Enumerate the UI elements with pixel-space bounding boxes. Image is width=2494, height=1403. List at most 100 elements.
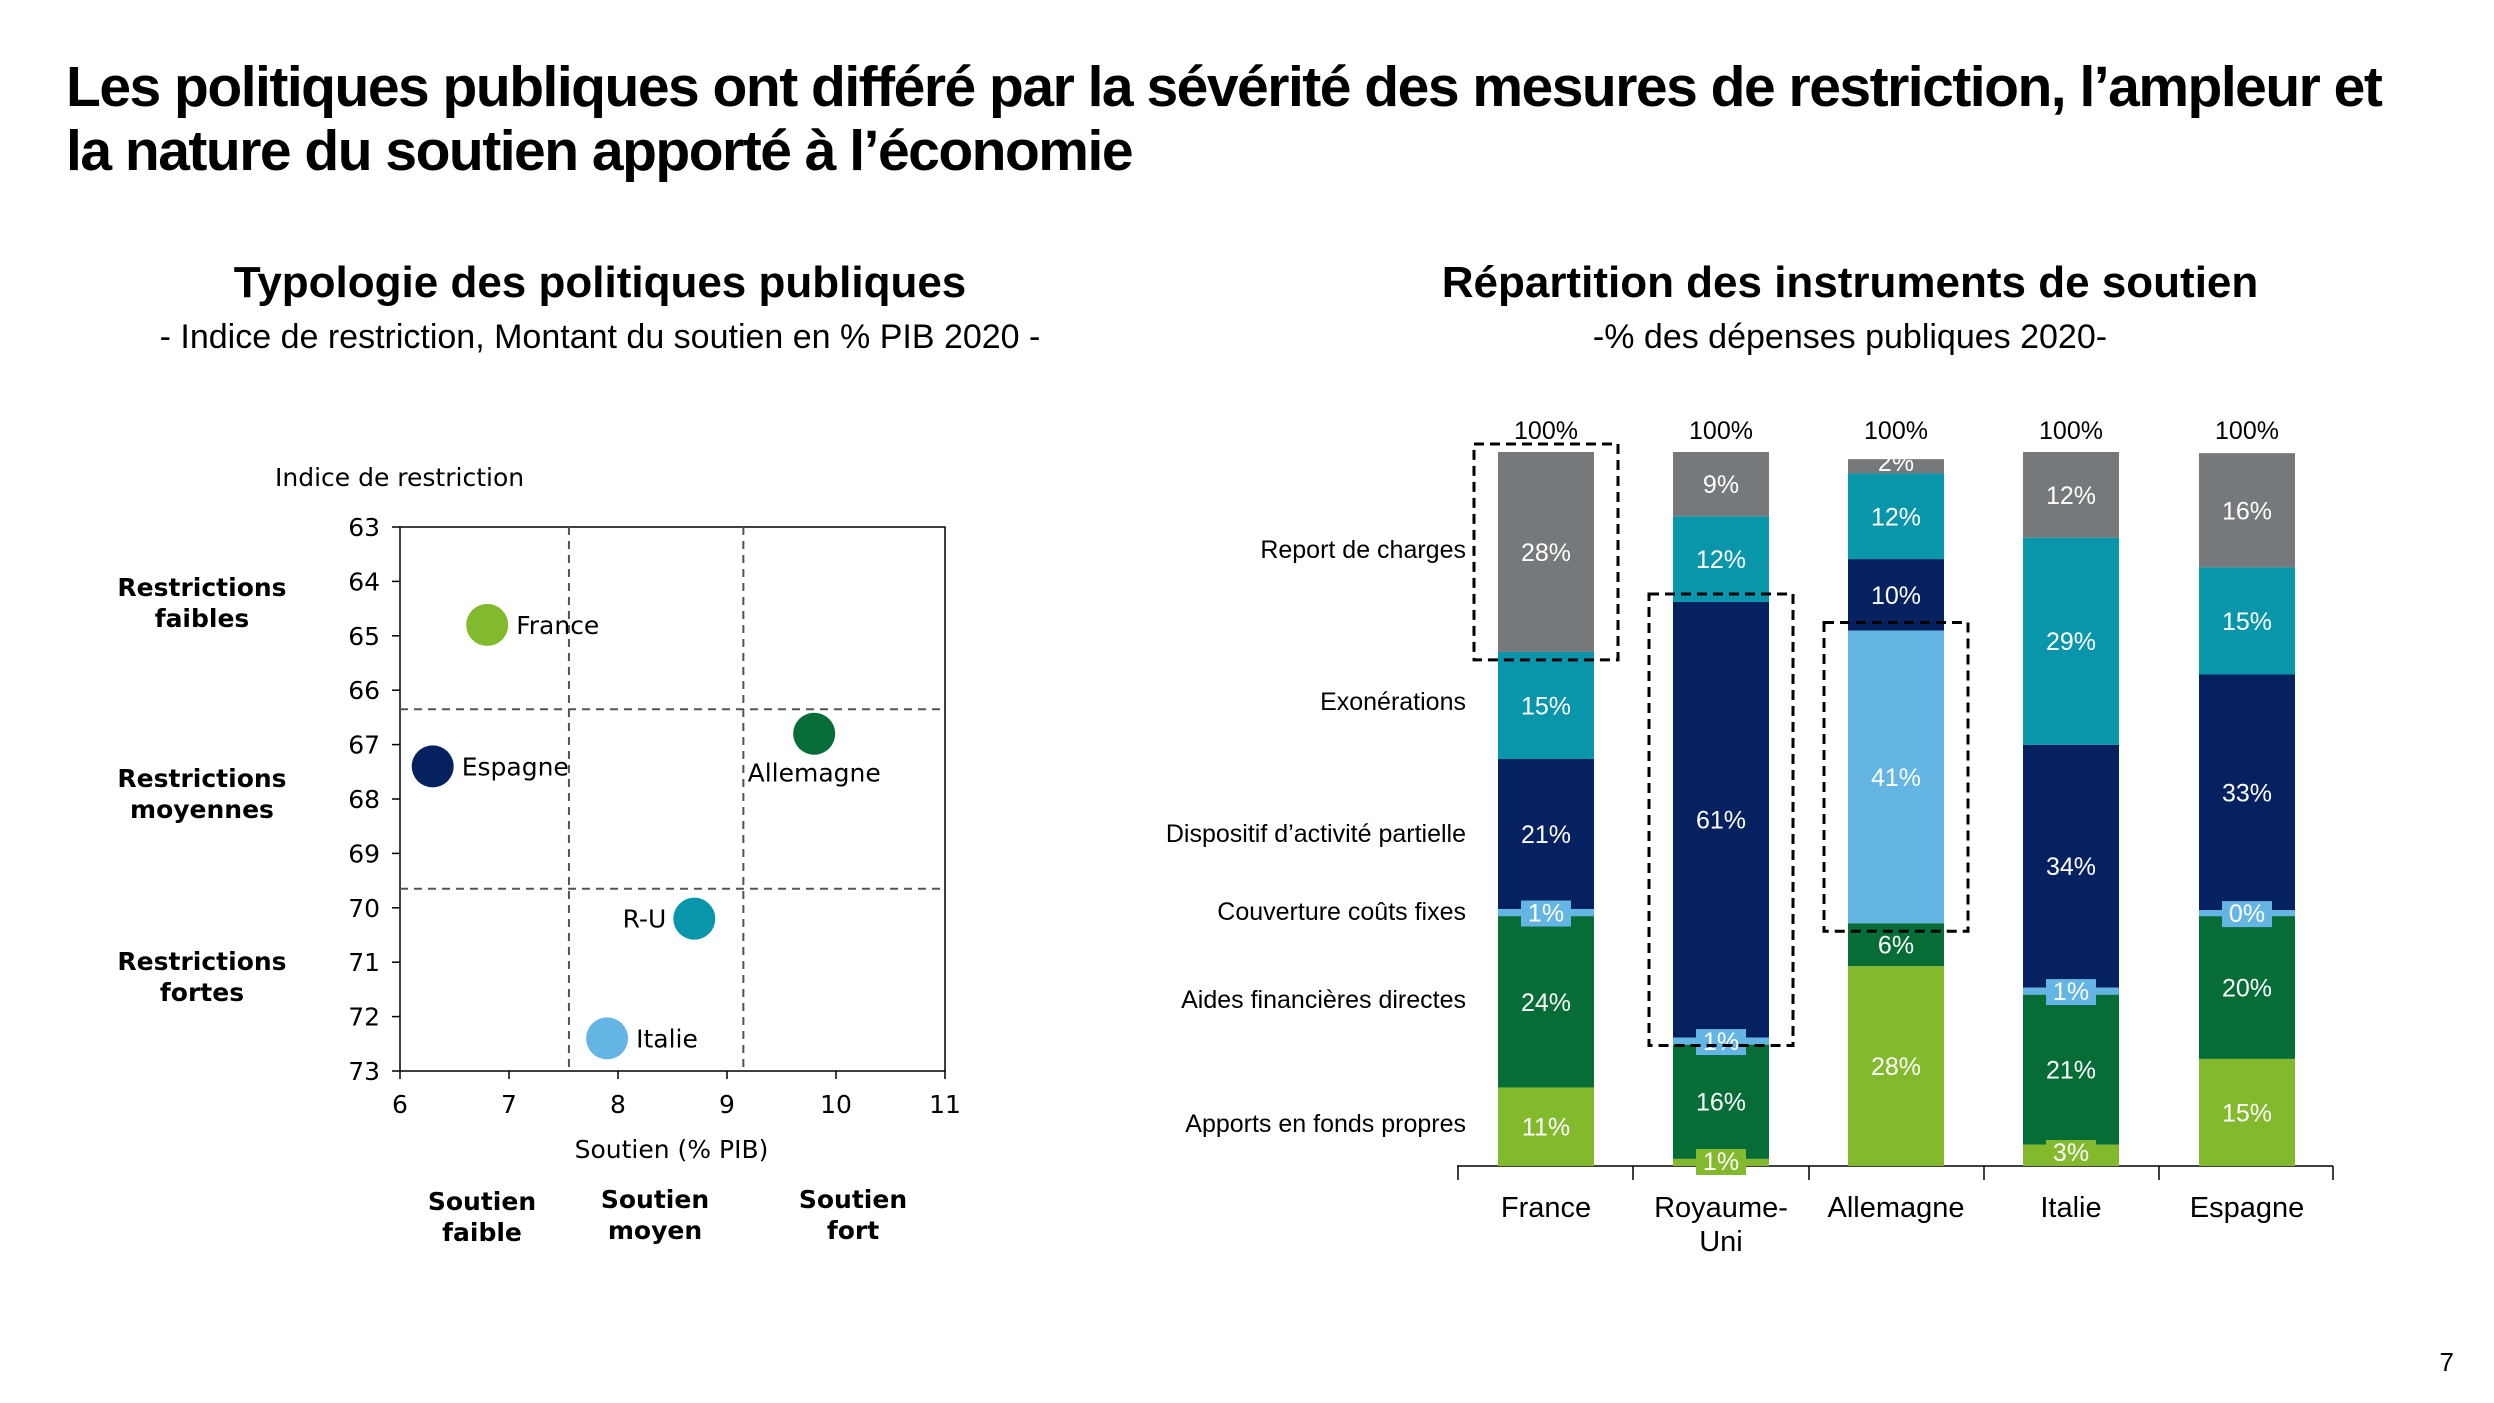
- bar-label-box: [2046, 979, 2096, 1006]
- bar-total-label: 100%: [2215, 417, 2279, 445]
- highlight-box: [1647, 592, 1795, 1047]
- x-tick-label: 10: [820, 1090, 852, 1119]
- bar-segment: [2023, 452, 2119, 538]
- point-label-france: France: [516, 611, 599, 640]
- bar-label-box: [1696, 1149, 1746, 1175]
- y-axis-label: Indice de restriction: [275, 463, 524, 492]
- bar-segment-label: 21%: [1521, 821, 1571, 849]
- category-label: Royaume-: [1654, 1192, 1788, 1224]
- bar-label-box: [1521, 900, 1571, 927]
- bar-segment: [2199, 1058, 2295, 1166]
- bar-segment: [2199, 453, 2295, 568]
- bar-segment: [1673, 516, 1769, 602]
- y-tick-label: 73: [348, 1057, 380, 1086]
- restriction-level-label: faibles: [155, 604, 250, 633]
- y-tick-label: 63: [348, 513, 380, 542]
- y-tick-label: 65: [348, 622, 380, 651]
- series-legend-label: Apports en fonds propres: [1185, 1110, 1466, 1138]
- y-tick-label: 64: [348, 567, 380, 596]
- x-tick-label: 9: [719, 1090, 735, 1119]
- bar-segment: [2023, 994, 2119, 1145]
- x-tick-label: 8: [610, 1090, 626, 1119]
- bar-segment-label: 1%: [2053, 978, 2089, 1006]
- highlight-box: [1822, 621, 1970, 933]
- support-level-label: Soutien: [601, 1185, 709, 1214]
- point-label-italie: Italie: [636, 1024, 698, 1053]
- x-tick-label: 11: [929, 1090, 961, 1119]
- bar-segment-label: 28%: [1521, 539, 1571, 567]
- point-ru: [673, 897, 716, 940]
- bar-segment-label: 3%: [2053, 1139, 2089, 1167]
- bar-segment: [2199, 674, 2295, 911]
- bar-segment-label: 28%: [1871, 1053, 1921, 1081]
- point-italie: [586, 1017, 629, 1060]
- bar-chart-subtitle: -% des dépenses publiques 2020-: [1592, 318, 2108, 356]
- bar-segment-label: 15%: [2222, 1099, 2272, 1127]
- bar-segment-label: 33%: [2222, 779, 2272, 807]
- bar-total-label: 100%: [1689, 417, 1753, 445]
- category-label: Italie: [2040, 1192, 2101, 1224]
- point-espagne: [411, 745, 454, 788]
- restriction-level-label: fortes: [160, 978, 244, 1007]
- scatter-title: Typologie des politiques publiques: [233, 258, 967, 307]
- series-legend-label: Exonérations: [1320, 688, 1466, 716]
- bar-segment-label: 6%: [1878, 932, 1914, 960]
- page-number: 7: [2439, 1347, 2454, 1377]
- x-axis-label: Soutien (% PIB): [575, 1135, 769, 1164]
- bar-segment: [1498, 651, 1594, 760]
- y-tick-label: 71: [348, 948, 380, 977]
- category-label: Uni: [1699, 1226, 1743, 1258]
- page-title: Les politiques publiques ont différé par…: [66, 55, 2383, 183]
- bar-total-label: 100%: [1514, 417, 1578, 445]
- bar-segment-label: 10%: [1871, 582, 1921, 610]
- bar-label-box: [2222, 901, 2272, 928]
- category-label: Espagne: [2190, 1192, 2305, 1224]
- y-tick-label: 70: [348, 894, 380, 923]
- bar-segment: [1498, 916, 1594, 1088]
- bar-segment: [1498, 1087, 1594, 1166]
- bar-segment-label: 15%: [1521, 692, 1571, 720]
- support-level-label: faible: [442, 1218, 522, 1247]
- bar-segment-label: 41%: [1871, 764, 1921, 792]
- highlight-box: [1472, 442, 1620, 662]
- bar-segment-label: 29%: [2046, 628, 2096, 656]
- category-label: Allemagne: [1827, 1192, 1964, 1224]
- series-legend-label: Report de charges: [1260, 536, 1466, 564]
- x-tick-label: 7: [501, 1090, 517, 1119]
- y-tick-label: 67: [348, 731, 380, 760]
- point-label-espagne: Espagne: [462, 752, 569, 781]
- support-level-label: fort: [827, 1216, 879, 1245]
- bar-segment: [1498, 759, 1594, 909]
- bar-segment-label: 15%: [2222, 608, 2272, 636]
- bar-total-label: 100%: [1864, 417, 1928, 445]
- bar-segment-label: 11%: [1522, 1114, 1570, 1142]
- bar-segment-label: 12%: [1871, 503, 1921, 531]
- point-france: [466, 603, 509, 646]
- bar-segment-label: 1%: [1703, 1148, 1739, 1176]
- restriction-level-label: Restrictions: [117, 764, 286, 793]
- y-tick-label: 66: [348, 676, 380, 705]
- bar-segment: [1848, 473, 1944, 560]
- bar-segment-label: 20%: [2222, 975, 2272, 1003]
- bar-segment: [1848, 966, 1944, 1166]
- bar-segment-label: 16%: [2222, 497, 2272, 525]
- bar-total-label: 100%: [2039, 417, 2103, 445]
- support-level-label: Soutien: [799, 1185, 907, 1214]
- bar-segment: [1673, 1044, 1769, 1159]
- bar-segment: [2199, 916, 2295, 1059]
- restriction-level-label: Restrictions: [117, 947, 286, 976]
- bar-segment: [2023, 744, 2119, 988]
- support-level-label: Soutien: [428, 1187, 536, 1216]
- category-label: France: [1501, 1192, 1591, 1224]
- bar-segment: [1673, 452, 1769, 517]
- series-legend-label: Couverture coûts fixes: [1217, 898, 1466, 926]
- bar-segment-label: 12%: [2046, 482, 2096, 510]
- bar-label-box: [1696, 1029, 1746, 1056]
- bar-segment-label: 9%: [1703, 471, 1739, 499]
- bar-segment: [1848, 923, 1944, 967]
- bar-label-box: [2046, 1140, 2096, 1166]
- series-legend-label: Dispositif d’activité partielle: [1166, 820, 1466, 848]
- bar-segment-label: 12%: [1696, 546, 1746, 574]
